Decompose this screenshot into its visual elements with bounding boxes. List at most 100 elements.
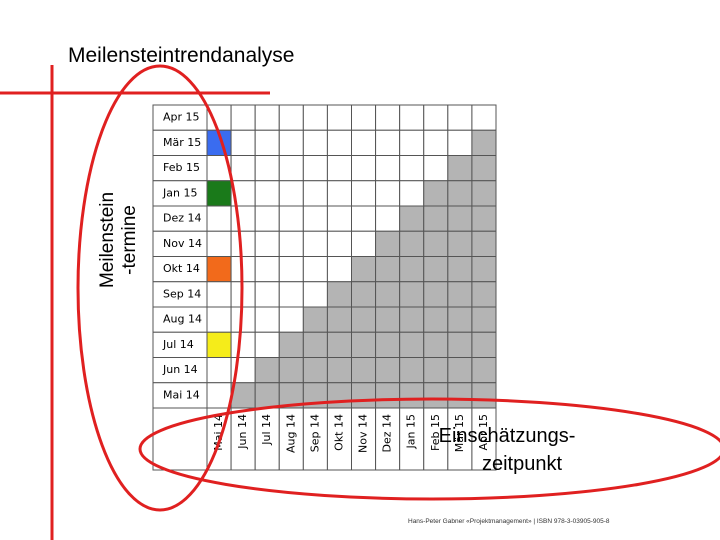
grid-cell: [423, 331, 449, 358]
grid-cell: [230, 205, 256, 232]
grid-cell: [375, 205, 401, 232]
grid-cell: [302, 256, 328, 283]
grid-cell: [423, 180, 449, 207]
grid-cell: [326, 256, 352, 283]
grid-cell: [447, 382, 473, 409]
grid-cell: [399, 256, 425, 283]
grid-cell: [278, 180, 304, 207]
grid-cell: [351, 205, 377, 232]
column-label: Jan 15: [405, 414, 418, 449]
grid-cell: [206, 104, 232, 131]
grid-cell: [351, 230, 377, 257]
column-label: Sep 14: [308, 414, 321, 452]
grid-cell: [254, 180, 280, 207]
row-label: Okt 14: [163, 262, 200, 275]
grid-cell: [326, 205, 352, 232]
grid-cell: [326, 104, 352, 131]
column-label: Aug 14: [284, 414, 297, 453]
grid-cell: [351, 104, 377, 131]
grid-cell: [206, 357, 232, 384]
grid-cell: [375, 129, 401, 156]
grid-cell: [447, 281, 473, 308]
grid-cell: [254, 281, 280, 308]
y-axis-label: Meilenstein -termine: [97, 192, 140, 288]
grid-cell: [471, 357, 497, 384]
grid-cell: [278, 256, 304, 283]
grid-cell: [447, 205, 473, 232]
grid-cell: [326, 306, 352, 333]
column-label-cell: [254, 407, 280, 471]
corner-cell: [152, 407, 208, 471]
grid-cell: [375, 104, 401, 131]
row-label: Jan 15: [162, 186, 197, 199]
grid-cell: [375, 382, 401, 409]
grid-cell: [471, 155, 497, 182]
row-label: Feb 15: [163, 161, 200, 174]
grid-cell: [351, 306, 377, 333]
row-label: Apr 15: [163, 111, 200, 124]
grid-cell: [375, 256, 401, 283]
row-label: Sep 14: [163, 287, 201, 300]
grid-cell: [254, 155, 280, 182]
grid-cell: [471, 306, 497, 333]
footer: Hans-Peter Gabner «Projektmanagement» | …: [408, 518, 610, 525]
grid-cell: [423, 230, 449, 257]
grid-cell: [423, 155, 449, 182]
column-label-cell: [399, 407, 425, 471]
grid-cell: [447, 180, 473, 207]
grid-cell: [375, 331, 401, 358]
column-label: Apr 15: [477, 414, 490, 451]
grid-cell: [375, 155, 401, 182]
grid-cell: [254, 230, 280, 257]
grid-cell: [278, 357, 304, 384]
grid-cell: [302, 306, 328, 333]
grid-cell: [375, 306, 401, 333]
column-label-cell: [230, 407, 256, 471]
grid-cell: [447, 155, 473, 182]
row-label: Jul 14: [162, 338, 194, 351]
grid-cell: [447, 104, 473, 131]
grid-cell: [375, 357, 401, 384]
grid-cell: [423, 281, 449, 308]
grid-cell: [278, 230, 304, 257]
grid-cell: [375, 180, 401, 207]
grid-cell: [278, 331, 304, 358]
column-label: Jun 14: [236, 414, 249, 450]
grid-cell: [471, 104, 497, 131]
grid-cell: [399, 104, 425, 131]
row-label-cell: [152, 155, 208, 182]
column-label: Jul 14: [260, 414, 273, 446]
row-label: Aug 14: [163, 313, 202, 326]
grid-cell: [471, 180, 497, 207]
grid-cell: [447, 129, 473, 156]
y-label-line: -termine: [119, 205, 140, 275]
grid-cell: [399, 382, 425, 409]
grid-cell: [471, 382, 497, 409]
milestone-cell: [206, 256, 232, 283]
grid-cell: [351, 180, 377, 207]
column-label: Feb 15: [429, 414, 442, 451]
grid-cell: [302, 155, 328, 182]
grid-cell: [399, 230, 425, 257]
grid-cell: [423, 256, 449, 283]
grid-cell: [423, 205, 449, 232]
milestone-cell: [206, 331, 232, 358]
grid-cell: [254, 382, 280, 409]
grid-cell: [447, 357, 473, 384]
grid-cell: [471, 256, 497, 283]
row-label-cell: [152, 180, 208, 207]
highlight-ellipse: [138, 397, 720, 501]
grid-cell: [399, 180, 425, 207]
grid-cell: [278, 306, 304, 333]
grid-cell: [351, 256, 377, 283]
grid-cell: [254, 357, 280, 384]
annotation-line: zeitpunkt: [482, 453, 562, 475]
slide-title: Meilensteintrendanalyse: [68, 44, 294, 67]
grid-cell: [326, 382, 352, 409]
grid-cell: [254, 331, 280, 358]
grid-cell: [302, 180, 328, 207]
grid-cell: [399, 155, 425, 182]
grid-cell: [206, 306, 232, 333]
row-label-cell: [152, 281, 208, 308]
grid-cell: [278, 104, 304, 131]
